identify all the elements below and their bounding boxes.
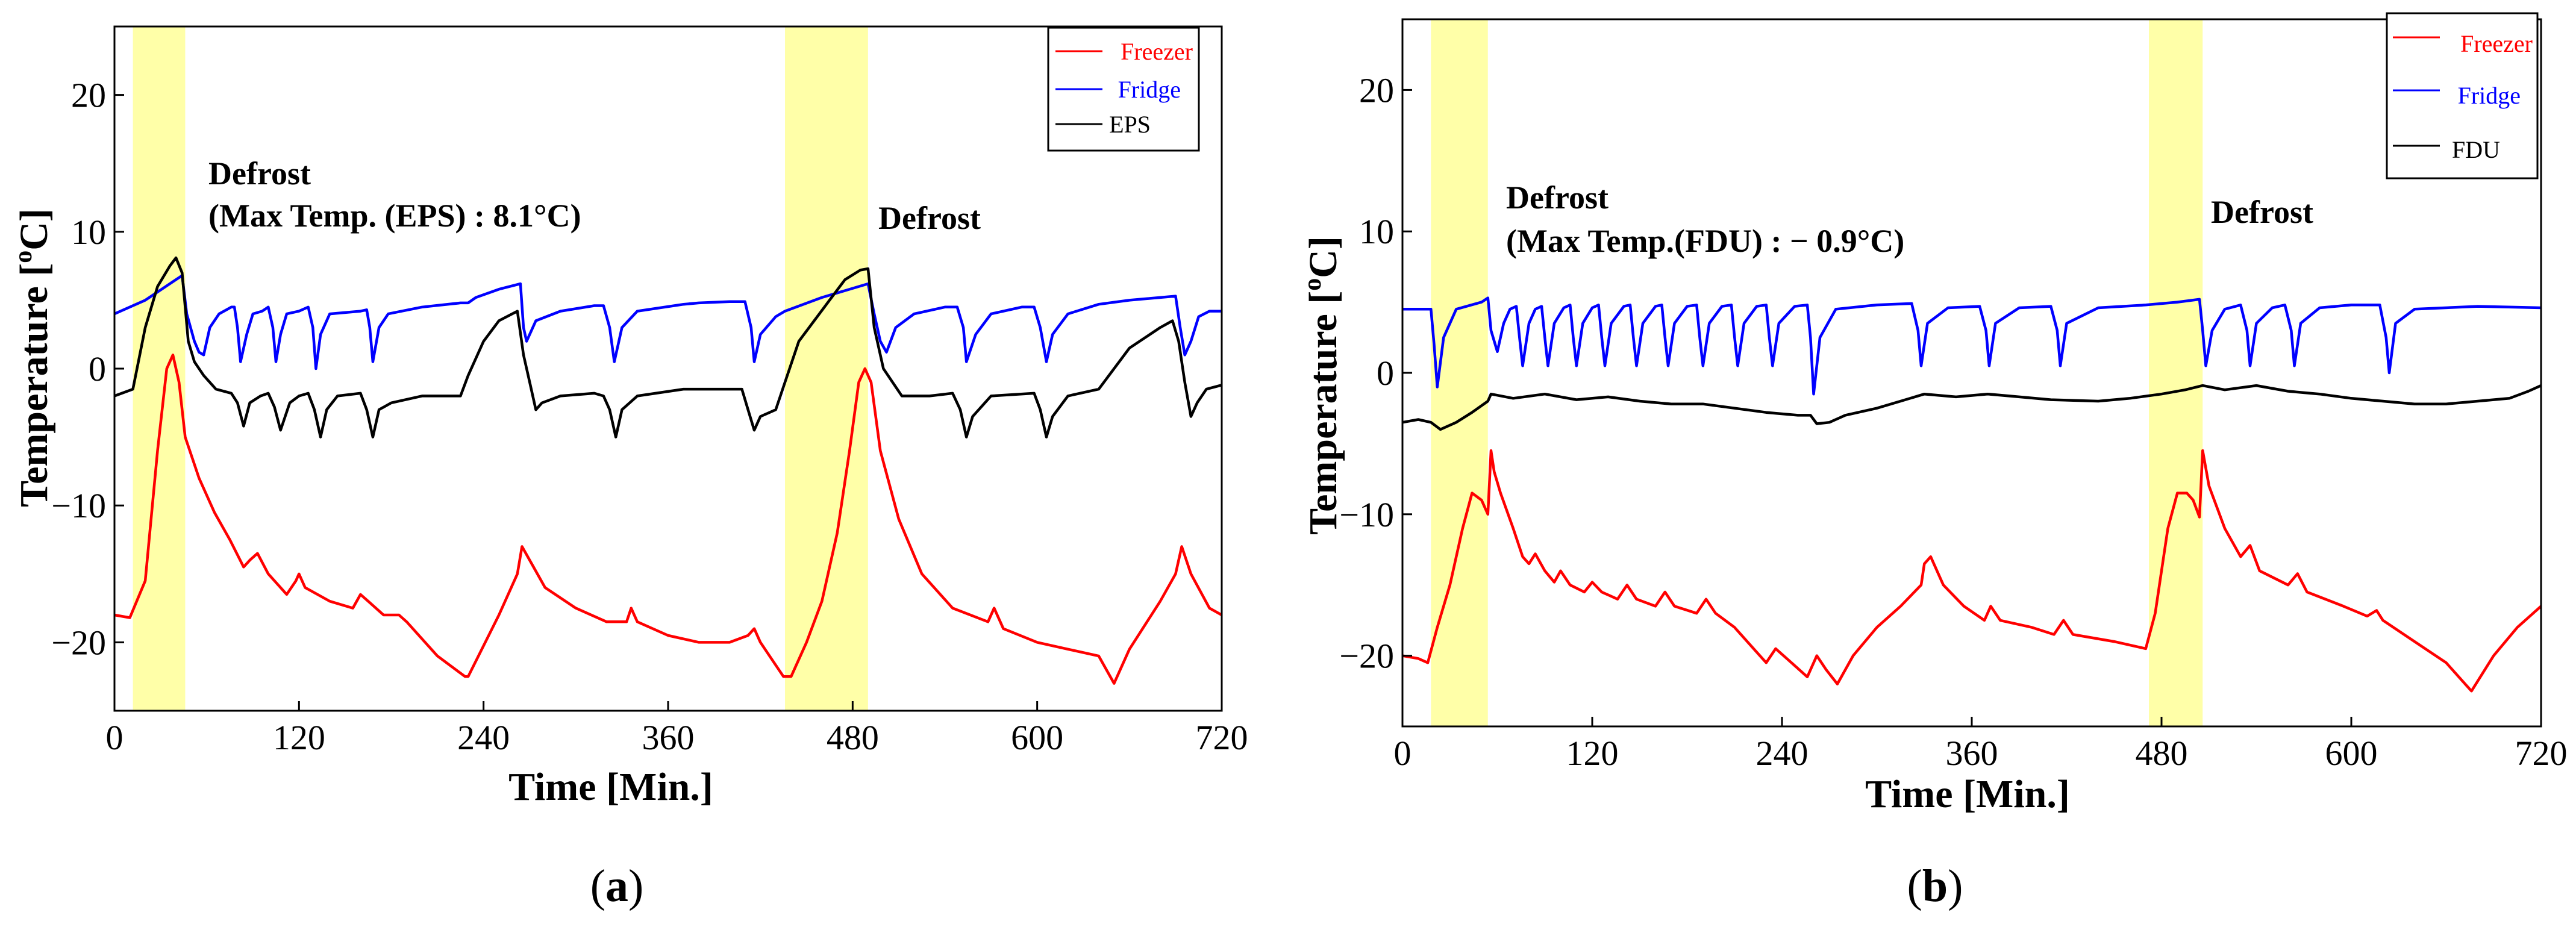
series-line-fridge-a: [114, 274, 1222, 370]
y-ticks-b: −20 −10 0 10 20: [1339, 70, 1412, 676]
defrost-annotation-a2: Defrost: [878, 200, 981, 236]
x-tick-label-a-600: 600: [1011, 718, 1063, 757]
defrost-band-a-2: [785, 27, 868, 711]
defrost-annotation-b1: Defrost: [1506, 179, 1608, 216]
legend-label-freezer-a: Freezer: [1121, 38, 1193, 65]
x-tick-label-a-0: 0: [106, 718, 123, 757]
x-axis-label-a: Time [Min.]: [508, 765, 713, 809]
max-temp-annotation-b: (Max Temp.(FDU) : − 0.9°C): [1506, 223, 1904, 259]
y-axis-label-a: Temperature [oC]: [10, 208, 56, 507]
y-tick-label-a-2: 0: [89, 349, 106, 389]
x-ticks-b: 0 120 240 360 480 600 720: [1394, 717, 2568, 773]
x-tick-label-b-120: 120: [1566, 734, 1619, 773]
legend-label-fdu-b: FDU: [2452, 136, 2500, 163]
series-line-freezer-a: [114, 354, 1223, 685]
y-tick-label-b-2: 0: [1377, 354, 1394, 393]
y-tick-label-b-1: −10: [1339, 495, 1394, 534]
defrost-bands-a: [133, 27, 868, 711]
y-tick-label-a-1: −10: [51, 486, 106, 525]
series-line-fridge-b: [1402, 296, 2542, 396]
panel-caption-b: (b): [1907, 861, 1963, 911]
x-tick-label-a-240: 240: [457, 718, 510, 757]
y-tick-label-b-3: 10: [1359, 212, 1394, 251]
series-line-freezer-b: [1402, 449, 2542, 693]
series-line-eps-a: [114, 256, 1222, 438]
x-ticks-a: 0 120 240 360 480 600 720: [106, 701, 1248, 757]
x-tick-label-a-120: 120: [273, 718, 325, 757]
y-axis-label-b: Temperature [oC]: [1299, 236, 1345, 535]
plot-area-a: [114, 27, 1223, 711]
chart-panel-b: 0 120 240 360 480 600 720 −20 −10 0 10 20 Time [Mi…: [1299, 12, 2568, 911]
legend-a: Freezer Fridge EPS: [1047, 27, 1200, 152]
panel-caption-a: (a): [590, 861, 644, 911]
y-ticks-a: −20 −10 0 10 20: [51, 76, 124, 662]
x-tick-label-b-480: 480: [2136, 734, 2188, 773]
y-tick-label-b-4: 20: [1359, 70, 1394, 110]
max-temp-annotation-a: (Max Temp. (EPS) : 8.1°C): [208, 198, 581, 234]
legend-box-b: [2386, 12, 2539, 179]
legend-b: Freezer Fridge FDU: [2386, 12, 2539, 179]
chart-panel-a: 0 120 240 360 480 600 720 −20 −10 0 10 20 Time [Mi…: [10, 25, 1248, 911]
x-tick-label-b-240: 240: [1756, 734, 1809, 773]
plot-frame-b: [1401, 18, 2542, 728]
series-lines-b: [1402, 296, 2542, 693]
legend-label-fridge-a: Fridge: [1118, 76, 1181, 103]
defrost-annotation-b2: Defrost: [2211, 194, 2313, 230]
x-tick-label-a-360: 360: [642, 718, 695, 757]
x-tick-label-b-720: 720: [2515, 734, 2568, 773]
y-tick-label-a-3: 10: [71, 213, 106, 252]
x-tick-label-a-480: 480: [827, 718, 879, 757]
legend-label-freezer-b: Freezer: [2460, 30, 2533, 57]
y-tick-label-b-0: −20: [1339, 637, 1394, 676]
defrost-annotation-a1: Defrost: [208, 155, 311, 192]
plot-area-b: [1402, 19, 2542, 726]
x-axis-label-b: Time [Min.]: [1865, 772, 2070, 816]
defrost-band-a-1: [133, 27, 186, 711]
legend-label-eps-a: EPS: [1109, 111, 1151, 138]
legend-label-fridge-b: Fridge: [2458, 82, 2521, 109]
defrost-band-b-2: [2149, 19, 2203, 726]
x-tick-label-b-0: 0: [1394, 734, 1411, 773]
series-line-fdu-b: [1402, 384, 2542, 431]
y-tick-label-a-4: 20: [71, 76, 106, 115]
x-tick-label-a-720: 720: [1196, 718, 1248, 757]
x-tick-label-b-600: 600: [2325, 734, 2378, 773]
y-tick-label-a-0: −20: [51, 623, 106, 662]
x-tick-label-b-360: 360: [1946, 734, 1998, 773]
series-lines-a: [114, 256, 1223, 685]
